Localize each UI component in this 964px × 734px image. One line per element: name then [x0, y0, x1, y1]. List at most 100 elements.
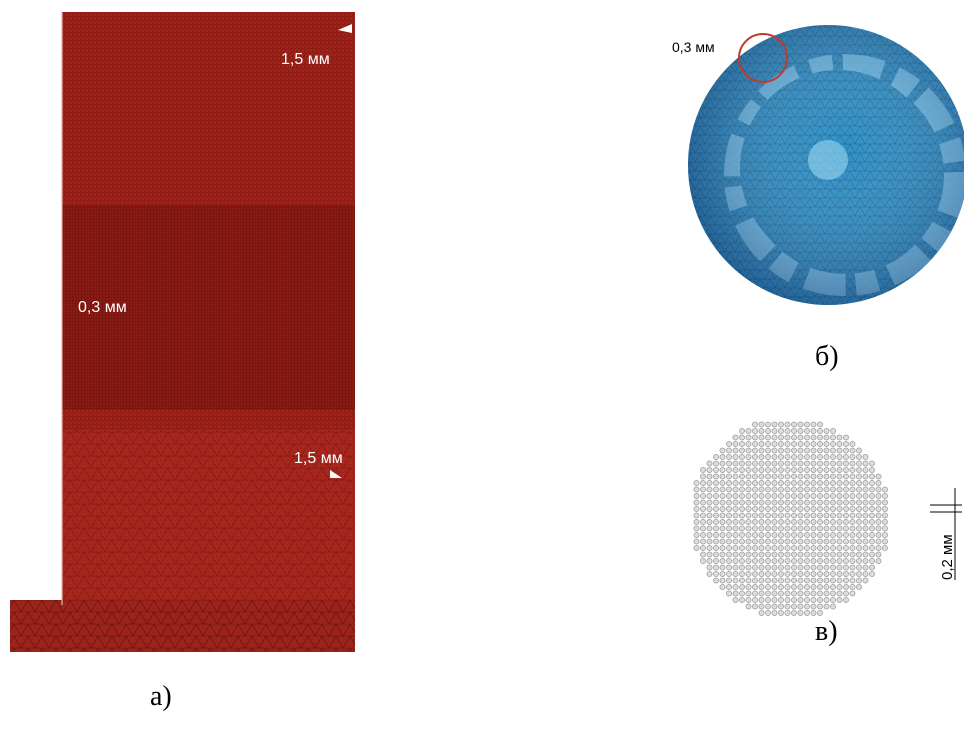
particle [869, 552, 874, 557]
particle [785, 558, 790, 563]
annotation: 0,3 мм [672, 39, 715, 55]
particle [791, 519, 796, 524]
particle [739, 467, 744, 472]
particle [720, 500, 725, 505]
particle [746, 493, 751, 498]
particle [713, 526, 718, 531]
particle [759, 578, 764, 583]
particle [726, 513, 731, 518]
particle [869, 487, 874, 492]
particle [752, 422, 757, 427]
particle [817, 578, 822, 583]
particle [798, 532, 803, 537]
particle [785, 454, 790, 459]
particle [856, 584, 861, 589]
particle [850, 552, 855, 557]
particle [837, 571, 842, 576]
particle [830, 480, 835, 485]
particle [772, 506, 777, 511]
particle [733, 435, 738, 440]
particle [863, 558, 868, 563]
particle [869, 500, 874, 505]
particle [843, 480, 848, 485]
particle [837, 526, 842, 531]
particle [772, 422, 777, 427]
particle [785, 435, 790, 440]
particle [772, 467, 777, 472]
particle [694, 493, 699, 498]
particle [778, 422, 783, 427]
particle [811, 448, 816, 453]
particle [811, 526, 816, 531]
particle [700, 558, 705, 563]
particle [863, 513, 868, 518]
particle [700, 467, 705, 472]
particle [804, 506, 809, 511]
particle [811, 428, 816, 433]
particle [824, 493, 829, 498]
particle [713, 558, 718, 563]
particle [824, 591, 829, 596]
particle [778, 506, 783, 511]
particle [778, 448, 783, 453]
particle [837, 474, 842, 479]
particle [804, 545, 809, 550]
particle [739, 565, 744, 570]
particle [752, 571, 757, 576]
particle [850, 558, 855, 563]
particle [869, 513, 874, 518]
particle [713, 500, 718, 505]
particle [772, 454, 777, 459]
particle [817, 526, 822, 531]
particle [733, 448, 738, 453]
particle [850, 487, 855, 492]
particle [713, 552, 718, 557]
particle [752, 493, 757, 498]
panel-c: 0,2 мм в) [694, 422, 962, 647]
particle [811, 454, 816, 459]
particle [811, 519, 816, 524]
particle [804, 461, 809, 466]
particle [811, 571, 816, 576]
particle [752, 591, 757, 596]
particle [876, 506, 881, 511]
particle [811, 493, 816, 498]
particle [830, 506, 835, 511]
particle [798, 519, 803, 524]
particle [733, 513, 738, 518]
particle [850, 474, 855, 479]
particle [707, 506, 712, 511]
particle [759, 519, 764, 524]
particle [733, 539, 738, 544]
particle [798, 539, 803, 544]
particle [798, 571, 803, 576]
particle [843, 539, 848, 544]
particle [869, 461, 874, 466]
particle [804, 591, 809, 596]
particle [772, 493, 777, 498]
particle [798, 513, 803, 518]
particle [843, 545, 848, 550]
particle [778, 571, 783, 576]
particle [817, 519, 822, 524]
particle [876, 480, 881, 485]
particle [746, 480, 751, 485]
particle [759, 428, 764, 433]
particle [837, 539, 842, 544]
particle [700, 506, 705, 511]
particle [804, 422, 809, 427]
particle [856, 558, 861, 563]
particle [772, 584, 777, 589]
particle [791, 428, 796, 433]
particle [785, 545, 790, 550]
particle [798, 500, 803, 505]
particle [746, 584, 751, 589]
particle [856, 454, 861, 459]
particle [778, 584, 783, 589]
particle [759, 506, 764, 511]
particle [830, 474, 835, 479]
particle [726, 448, 731, 453]
particle [798, 584, 803, 589]
particle [811, 506, 816, 511]
particle [746, 558, 751, 563]
